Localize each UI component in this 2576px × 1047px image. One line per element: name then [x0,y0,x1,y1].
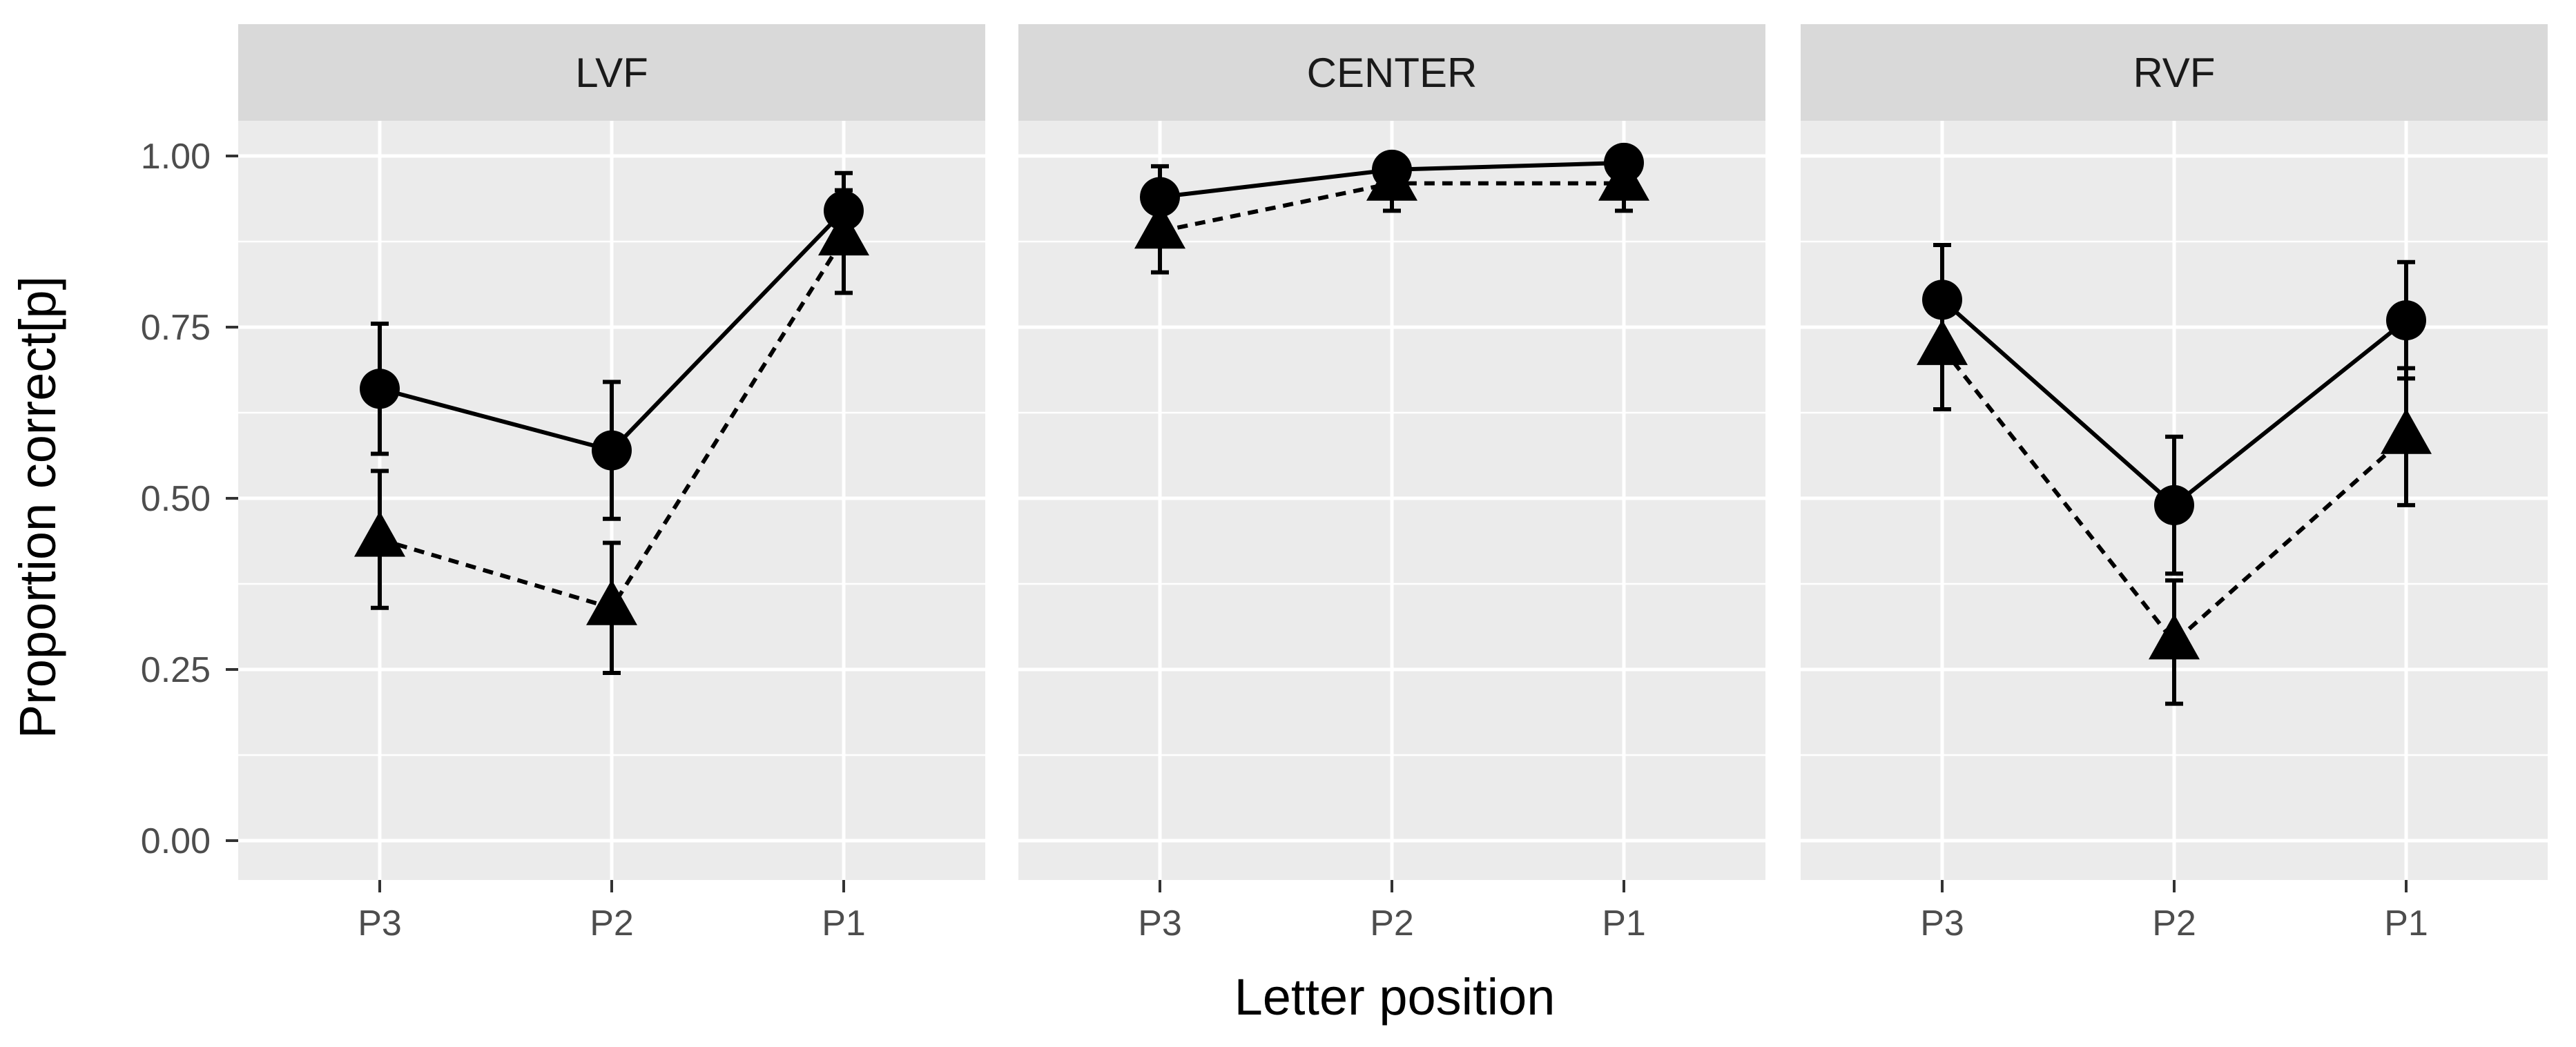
data-point-circle [2386,300,2426,341]
chart-panels: LVF P3 P2 P1 CENTER P3 P2 P1 RVF P3 P2 P1 [238,24,2548,943]
x-tick-label: P1 [2384,903,2428,943]
y-tick-label: 0.00 [141,821,211,861]
data-point-triangle [586,579,637,625]
y-tick-label: 0.25 [141,650,211,690]
x-tick-label: P1 [1602,903,1646,943]
x-tick-label: P3 [1920,903,1964,943]
data-point-triangle [1134,203,1185,249]
x-tick-label: P3 [358,903,402,943]
data-point-circle [2154,485,2194,525]
x-tick-label: P2 [2152,903,2196,943]
panel-strip [238,24,985,121]
x-tick-label: P2 [590,903,634,943]
series-line-triangle [1940,346,2408,645]
panel-rvf: RVF P3 P2 P1 [1801,24,2548,943]
panel-strip-label: CENTER [1307,50,1478,96]
y-axis-title: Proportion correct[p] [9,276,66,738]
data-point-circle [592,430,632,471]
y-tick-label: 1.00 [141,137,211,177]
x-tick-label: P2 [1370,903,1414,943]
x-axis-title: Letter position [1234,968,1556,1026]
data-point-triangle [1917,319,1968,365]
data-point-triangle [2149,614,2200,660]
x-tick-label: P1 [822,903,866,943]
y-tick-label: 0.75 [141,308,211,348]
y-tick-label: 0.50 [141,479,211,519]
y-axis: 0.00 0.25 0.50 0.75 1.00 [141,137,238,861]
data-point-triangle [2381,408,2432,454]
data-point-triangle [818,210,869,256]
data-point-circle [360,369,400,409]
panel-strip-label: LVF [575,50,648,96]
panel-strip-label: RVF [2133,50,2216,96]
data-point-triangle [354,511,405,557]
panel-lvf: LVF P3 P2 P1 [238,24,985,943]
panel-center: CENTER P3 P2 P1 [1018,24,1765,943]
x-tick-label: P3 [1138,903,1182,943]
panel-strip [1801,24,2548,121]
panel-strip [1018,24,1765,121]
data-point-triangle [1598,155,1649,201]
data-point-triangle [1366,155,1417,201]
